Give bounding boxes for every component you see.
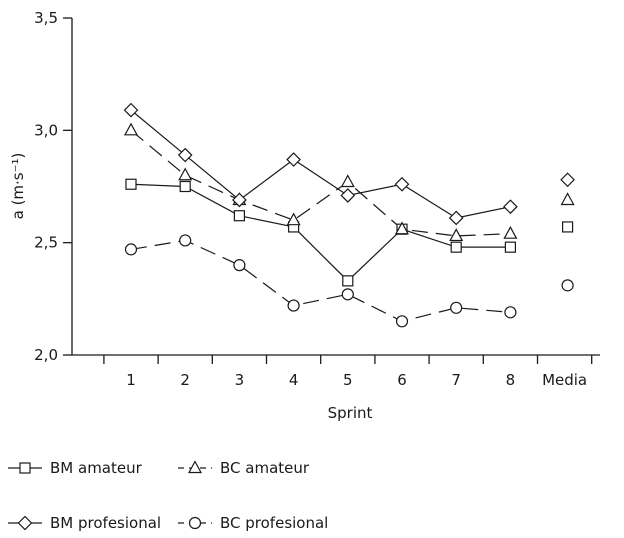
x-tick-label: 7 xyxy=(451,371,461,389)
point-bc-profesional xyxy=(124,243,138,256)
point-bm-amateur xyxy=(450,241,462,253)
point-bc-amateur-media xyxy=(560,192,575,206)
point-bc-amateur xyxy=(394,221,410,235)
x-tick-label: 6 xyxy=(397,371,407,389)
series-line-bc-profesional xyxy=(130,239,511,322)
point-bm-amateur xyxy=(342,275,354,287)
legend-label: BM profesional xyxy=(50,514,161,532)
series-line-bc-amateur xyxy=(130,129,511,237)
point-bc-amateur xyxy=(286,212,301,226)
point-bc-amateur xyxy=(503,225,518,239)
legend-item-bc-profesional: BC profesional xyxy=(178,514,328,532)
point-bm-profesional xyxy=(340,188,356,203)
y-tick-label: 2,5 xyxy=(34,234,58,252)
y-tick-label: 3,0 xyxy=(34,121,58,139)
legend: BM amateur BC amateur BM profesional BC pro… xyxy=(8,459,328,532)
x-tick-label: 3 xyxy=(235,371,245,389)
point-bm-amateur xyxy=(179,180,191,193)
legend-marker xyxy=(188,516,202,530)
legend-label: BM amateur xyxy=(50,459,143,477)
series-line-bm-profesional xyxy=(130,109,511,219)
point-bm-profesional xyxy=(232,192,247,208)
point-bm-amateur xyxy=(504,241,516,253)
point-bc-profesional xyxy=(233,259,246,272)
legend-label: BC profesional xyxy=(220,514,328,532)
point-bm-profesional xyxy=(394,176,410,192)
y-tick-label: 2,0 xyxy=(34,346,58,364)
series-lines xyxy=(130,109,511,322)
x-tick-label: 5 xyxy=(343,371,353,389)
point-bm-amateur-media xyxy=(561,221,574,233)
point-bc-profesional xyxy=(450,301,463,314)
point-bc-profesional xyxy=(341,288,354,301)
y-axis-title: a (m·s⁻¹) xyxy=(9,153,27,220)
x-tick-label: 8 xyxy=(506,371,516,389)
x-tick-label: 2 xyxy=(180,371,190,389)
point-bm-profesional-media xyxy=(560,172,575,188)
legend-item-bc-amateur: BC amateur xyxy=(178,459,310,477)
point-bc-amateur xyxy=(340,174,355,188)
x-axis-title: Sprint xyxy=(328,404,373,422)
x-tick-label: 4 xyxy=(289,371,299,389)
point-bc-profesional xyxy=(395,315,409,328)
legend-item-bm-profesional: BM profesional xyxy=(8,514,161,532)
point-bc-amateur xyxy=(449,228,464,242)
x-tick-label: Media xyxy=(542,371,587,389)
point-bc-profesional-media xyxy=(561,279,574,292)
point-bm-amateur xyxy=(125,178,137,190)
legend-marker xyxy=(17,515,33,531)
series-line-bm-amateur xyxy=(130,183,511,282)
point-bm-amateur xyxy=(233,210,245,222)
point-bm-profesional xyxy=(177,147,193,163)
point-bm-profesional xyxy=(448,210,464,226)
point-bc-profesional xyxy=(287,299,300,312)
point-bm-profesional xyxy=(123,102,139,118)
point-bm-profesional xyxy=(503,199,518,215)
point-bc-profesional xyxy=(504,306,517,319)
series-markers xyxy=(123,102,575,328)
legend-marker xyxy=(187,460,203,474)
point-bc-amateur xyxy=(178,167,193,181)
legend-item-bm-amateur: BM amateur xyxy=(8,459,143,477)
legend-label: BC amateur xyxy=(220,459,310,477)
y-tick-label: 3,5 xyxy=(34,9,58,27)
legend-marker xyxy=(19,462,31,474)
point-bc-profesional xyxy=(179,234,192,247)
axes: 2,0 2,5 3,0 3,5 1 2 3 4 5 6 7 8 Media Sprint a (m·s⁻¹) xyxy=(9,9,600,422)
point-bm-profesional xyxy=(286,152,301,167)
x-tick-label: 1 xyxy=(126,371,136,389)
point-bc-amateur xyxy=(123,122,139,136)
